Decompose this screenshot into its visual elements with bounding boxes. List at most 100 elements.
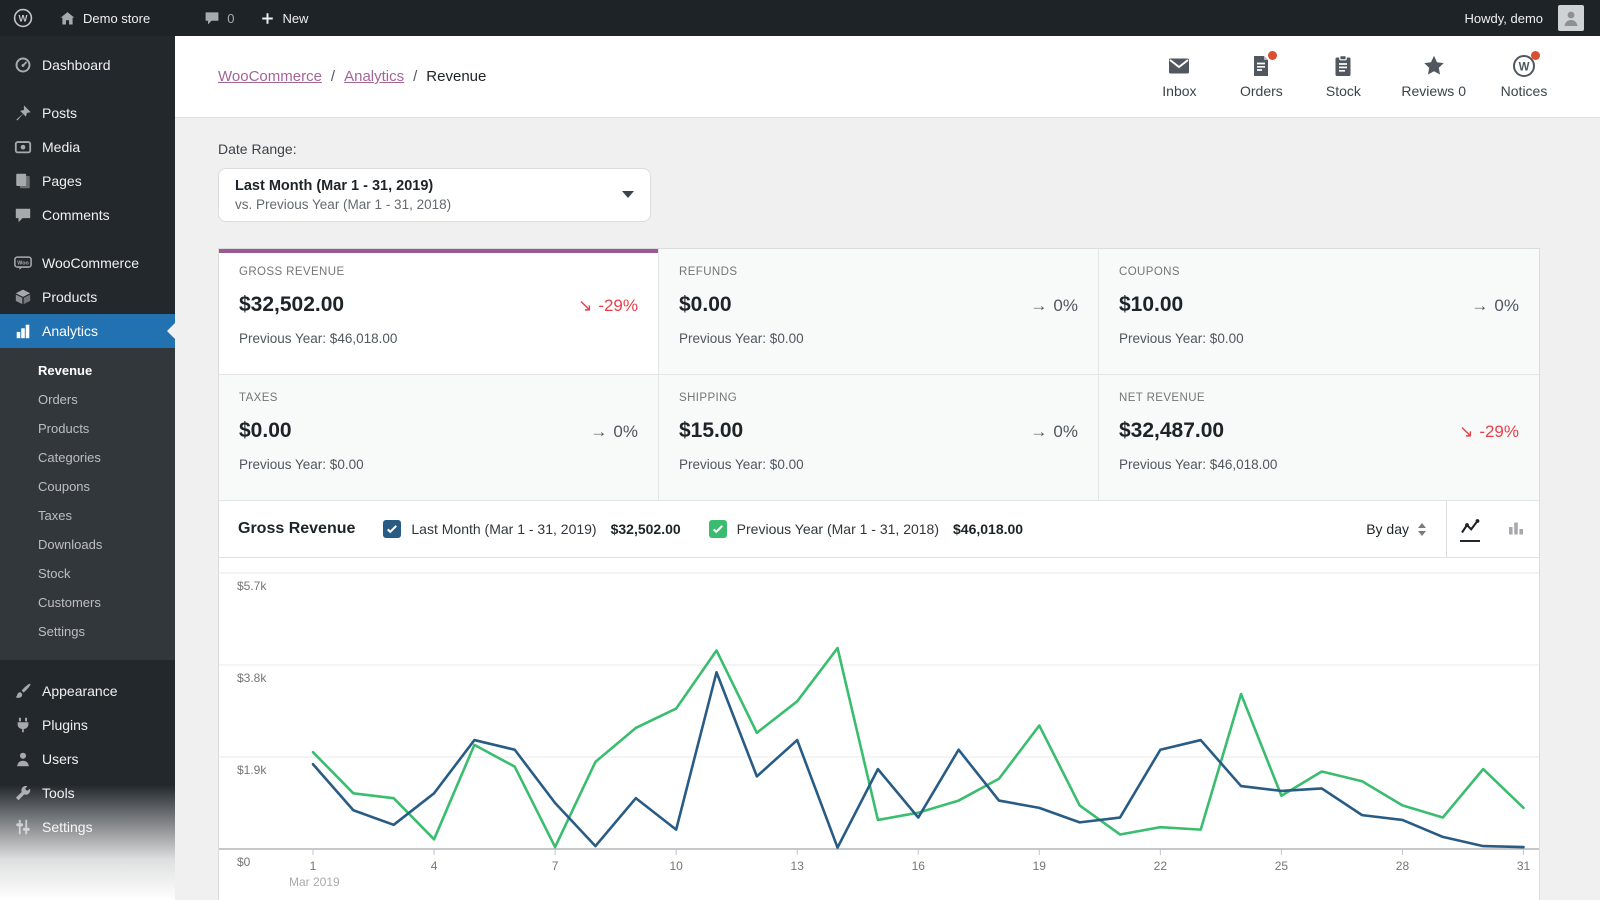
revenue-line-chart[interactable]: $0$1.9k$3.8k$5.7k1471013161922252831Mar …	[219, 561, 1539, 897]
sidebar-item-woocommerce[interactable]: Woo WooCommerce	[0, 246, 175, 280]
tile-value: $0.00	[679, 293, 732, 317]
sidebar-item-label: WooCommerce	[42, 255, 139, 271]
sidebar-item-users[interactable]: Users	[0, 742, 175, 776]
orders-document-icon	[1249, 54, 1273, 78]
wordpress-menu-button[interactable]: W	[0, 0, 46, 36]
media-icon	[14, 138, 32, 156]
tile-previous: Previous Year: $0.00	[239, 457, 638, 472]
tile-net-revenue[interactable]: NET REVENUE $32,487.00 ↘-29% Previous Ye…	[1099, 375, 1539, 501]
activity-stock-button[interactable]: Stock	[1319, 54, 1367, 99]
tile-delta: 0%	[1053, 296, 1078, 316]
x-tick-label: 10	[669, 859, 683, 873]
trend-down-arrow-icon: ↘	[578, 296, 592, 316]
legend-toggle-previous-year[interactable]: Previous Year (Mar 1 - 31, 2018) $46,018…	[709, 520, 1023, 538]
submenu-item-products[interactable]: Products	[0, 414, 175, 443]
tile-label: TAXES	[239, 392, 638, 404]
user-silhouette-icon	[1561, 8, 1581, 28]
tile-label: COUPONS	[1119, 266, 1519, 278]
comments-counter-button[interactable]: 0	[191, 0, 247, 36]
submenu-item-settings[interactable]: Settings	[0, 617, 175, 646]
submenu-item-coupons[interactable]: Coupons	[0, 472, 175, 501]
activity-orders-button[interactable]: Orders	[1237, 54, 1285, 99]
sidebar-item-appearance[interactable]: Appearance	[0, 674, 175, 708]
date-range-select[interactable]: Last Month (Mar 1 - 31, 2019) vs. Previo…	[218, 168, 651, 222]
y-tick-label: $5.7k	[237, 579, 267, 593]
tile-delta: -29%	[1479, 422, 1519, 442]
sidebar-item-products[interactable]: Products	[0, 280, 175, 314]
x-tick-label: 31	[1517, 859, 1531, 873]
submenu-item-revenue[interactable]: Revenue	[0, 356, 175, 385]
avatar	[1558, 5, 1584, 31]
sidebar-item-label: Media	[42, 139, 80, 155]
wrench-icon	[14, 784, 32, 802]
page-header: WooCommerce/Analytics/Revenue Inbox Orde…	[175, 36, 1600, 118]
breadcrumb-link-analytics[interactable]: Analytics	[344, 68, 404, 85]
sidebar-item-analytics[interactable]: Analytics	[0, 314, 175, 348]
legend-toggle-last-month[interactable]: Last Month (Mar 1 - 31, 2019) $32,502.00	[383, 520, 680, 538]
breadcrumb-link-woocommerce[interactable]: WooCommerce	[218, 68, 322, 85]
sidebar-item-tools[interactable]: Tools	[0, 776, 175, 810]
tile-shipping[interactable]: SHIPPING $15.00 →0% Previous Year: $0.00	[659, 375, 1099, 501]
y-tick-label: $1.9k	[237, 763, 267, 777]
line-chart-type-button[interactable]	[1447, 501, 1493, 557]
submenu-item-taxes[interactable]: Taxes	[0, 501, 175, 530]
bar-chart-type-button[interactable]	[1493, 501, 1539, 557]
legend-label: Last Month (Mar 1 - 31, 2019)	[411, 521, 596, 537]
sidebar-item-comments[interactable]: Comments	[0, 198, 175, 232]
select-arrows-icon	[1418, 523, 1426, 536]
tile-value: $10.00	[1119, 293, 1183, 317]
submenu-item-stock[interactable]: Stock	[0, 559, 175, 588]
checkbox-checked-icon[interactable]	[709, 520, 727, 538]
sidebar-item-posts[interactable]: Posts	[0, 96, 175, 130]
sidebar-item-label: Comments	[42, 207, 110, 223]
admin-sidebar: Dashboard Posts Media Pages Comments Woo…	[0, 36, 175, 900]
activity-reviews-button[interactable]: Reviews 0	[1401, 54, 1466, 99]
submenu-item-orders[interactable]: Orders	[0, 385, 175, 414]
x-tick-label: 7	[552, 859, 559, 873]
breadcrumb: WooCommerce/Analytics/Revenue	[218, 68, 486, 85]
sidebar-item-dashboard[interactable]: Dashboard	[0, 48, 175, 82]
stock-clipboard-icon	[1331, 54, 1355, 78]
activity-label: Orders	[1240, 83, 1283, 99]
activity-inbox-button[interactable]: Inbox	[1155, 54, 1203, 99]
sidebar-item-settings[interactable]: Settings	[0, 810, 175, 844]
submenu-item-categories[interactable]: Categories	[0, 443, 175, 472]
my-account-button[interactable]: Howdy, demo	[1451, 0, 1600, 36]
tile-delta: 0%	[1494, 296, 1519, 316]
tile-taxes[interactable]: TAXES $0.00 →0% Previous Year: $0.00	[219, 375, 659, 501]
sidebar-item-media[interactable]: Media	[0, 130, 175, 164]
date-range-primary: Last Month (Mar 1 - 31, 2019)	[235, 178, 451, 194]
tile-coupons[interactable]: COUPONS $10.00 →0% Previous Year: $0.00	[1099, 249, 1539, 375]
tile-value: $32,502.00	[239, 293, 344, 317]
sidebar-item-pages[interactable]: Pages	[0, 164, 175, 198]
main-content: WooCommerce/Analytics/Revenue Inbox Orde…	[175, 36, 1600, 900]
new-content-button[interactable]: New	[247, 0, 321, 36]
tile-delta: -29%	[598, 296, 638, 316]
checkbox-checked-icon[interactable]	[383, 520, 401, 538]
trend-flat-arrow-icon: →	[1030, 422, 1047, 442]
site-name-button[interactable]: Demo store	[46, 0, 163, 36]
x-tick-label: 1	[310, 859, 317, 873]
x-tick-label: 4	[431, 859, 438, 873]
report-body: Date Range: Last Month (Mar 1 - 31, 2019…	[175, 118, 1600, 900]
tile-delta: 0%	[613, 422, 638, 442]
sidebar-item-label: Analytics	[42, 323, 98, 339]
submenu-item-customers[interactable]: Customers	[0, 588, 175, 617]
plus-icon	[260, 11, 275, 26]
sidebar-item-label: Tools	[42, 785, 75, 801]
wordpress-logo-icon: W	[13, 8, 33, 28]
interval-select[interactable]: By day	[1366, 521, 1426, 537]
sidebar-item-label: Appearance	[42, 683, 118, 699]
submenu-item-downloads[interactable]: Downloads	[0, 530, 175, 559]
comments-icon	[14, 206, 32, 224]
tile-label: REFUNDS	[679, 266, 1078, 278]
date-range-secondary: vs. Previous Year (Mar 1 - 31, 2018)	[235, 197, 451, 212]
trend-flat-arrow-icon: →	[590, 422, 607, 442]
sidebar-item-plugins[interactable]: Plugins	[0, 708, 175, 742]
tile-refunds[interactable]: REFUNDS $0.00 →0% Previous Year: $0.00	[659, 249, 1099, 375]
tile-delta: 0%	[1053, 422, 1078, 442]
activity-notices-button[interactable]: W Notices	[1500, 54, 1548, 99]
tile-gross-revenue[interactable]: GROSS REVENUE $32,502.00 ↘-29% Previous …	[219, 249, 659, 375]
dashboard-icon	[14, 56, 32, 74]
x-tick-label: 19	[1033, 859, 1047, 873]
